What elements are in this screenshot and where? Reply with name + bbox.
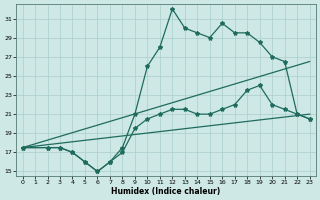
X-axis label: Humidex (Indice chaleur): Humidex (Indice chaleur) (111, 187, 221, 196)
